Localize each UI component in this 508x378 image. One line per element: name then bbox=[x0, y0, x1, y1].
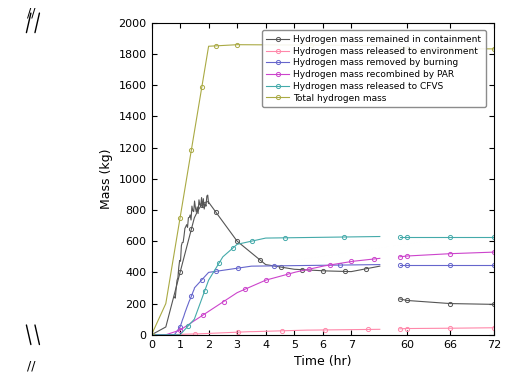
Total hydrogen mass bbox=[148, 333, 154, 337]
Hydrogen mass released to CFVS bbox=[185, 324, 191, 328]
Y-axis label: Mass (kg): Mass (kg) bbox=[100, 149, 113, 209]
Total hydrogen mass bbox=[199, 85, 205, 89]
Text: //: // bbox=[27, 360, 36, 373]
Legend: Hydrogen mass remained in containment, Hydrogen mass released to environment, Hy: Hydrogen mass remained in containment, H… bbox=[262, 31, 486, 107]
Hydrogen mass recombined by PAR bbox=[351, 259, 357, 263]
Hydrogen mass released to environment bbox=[304, 328, 310, 332]
Hydrogen mass released to CFVS bbox=[377, 234, 383, 239]
Hydrogen mass recombined by PAR bbox=[341, 260, 347, 265]
Line: Hydrogen mass removed by burning: Hydrogen mass removed by burning bbox=[149, 262, 382, 337]
Total hydrogen mass bbox=[239, 42, 245, 47]
Hydrogen mass remained in containment bbox=[148, 333, 154, 337]
Hydrogen mass removed by burning bbox=[197, 279, 203, 284]
Hydrogen mass released to CFVS bbox=[198, 300, 204, 305]
Hydrogen mass removed by burning bbox=[226, 267, 232, 272]
Hydrogen mass released to environment bbox=[377, 327, 383, 332]
Line: Hydrogen mass remained in containment: Hydrogen mass remained in containment bbox=[149, 200, 382, 337]
Hydrogen mass removed by burning bbox=[377, 262, 383, 267]
Hydrogen mass remained in containment bbox=[313, 268, 320, 273]
Hydrogen mass remained in containment bbox=[377, 264, 383, 268]
Total hydrogen mass bbox=[234, 42, 240, 47]
Hydrogen mass removed by burning bbox=[148, 333, 154, 337]
Hydrogen mass released to environment bbox=[148, 333, 154, 337]
Hydrogen mass released to CFVS bbox=[240, 241, 246, 245]
Hydrogen mass released to environment bbox=[249, 329, 256, 334]
Hydrogen mass remained in containment bbox=[339, 269, 345, 274]
Hydrogen mass released to environment bbox=[296, 328, 302, 333]
Total hydrogen mass bbox=[244, 42, 250, 47]
Hydrogen mass removed by burning bbox=[193, 284, 199, 289]
Hydrogen mass recombined by PAR bbox=[377, 256, 383, 260]
Line: Hydrogen mass released to environment: Hydrogen mass released to environment bbox=[149, 327, 382, 337]
Line: Total hydrogen mass: Total hydrogen mass bbox=[149, 43, 382, 337]
Total hydrogen mass bbox=[372, 43, 378, 48]
Hydrogen mass recombined by PAR bbox=[309, 266, 315, 271]
Hydrogen mass removed by burning bbox=[185, 301, 192, 306]
Hydrogen mass released to CFVS bbox=[214, 265, 220, 269]
Hydrogen mass recombined by PAR bbox=[148, 333, 154, 337]
Hydrogen mass released to CFVS bbox=[148, 333, 154, 337]
Line: Hydrogen mass released to CFVS: Hydrogen mass released to CFVS bbox=[149, 234, 382, 337]
Hydrogen mass remained in containment bbox=[291, 267, 297, 271]
Total hydrogen mass bbox=[152, 325, 158, 329]
Hydrogen mass released to environment bbox=[284, 328, 291, 333]
Hydrogen mass released to CFVS bbox=[322, 235, 328, 240]
Hydrogen mass released to environment bbox=[287, 328, 293, 333]
Total hydrogen mass bbox=[377, 43, 383, 48]
Total hydrogen mass bbox=[177, 215, 183, 220]
Hydrogen mass recombined by PAR bbox=[263, 278, 269, 282]
Hydrogen mass removed by burning bbox=[177, 325, 183, 329]
Hydrogen mass remained in containment bbox=[206, 199, 212, 204]
Hydrogen mass released to CFVS bbox=[208, 274, 214, 279]
Hydrogen mass remained in containment bbox=[177, 270, 183, 275]
Hydrogen mass remained in containment bbox=[203, 200, 209, 204]
Hydrogen mass released to environment bbox=[351, 327, 357, 332]
X-axis label: Time (hr): Time (hr) bbox=[294, 355, 352, 368]
Hydrogen mass removed by burning bbox=[315, 263, 321, 268]
Hydrogen mass remained in containment bbox=[216, 214, 222, 219]
Hydrogen mass recombined by PAR bbox=[354, 259, 360, 263]
Text: //: // bbox=[27, 7, 36, 20]
Line: Hydrogen mass recombined by PAR: Hydrogen mass recombined by PAR bbox=[149, 256, 382, 337]
Hydrogen mass recombined by PAR bbox=[369, 257, 375, 262]
